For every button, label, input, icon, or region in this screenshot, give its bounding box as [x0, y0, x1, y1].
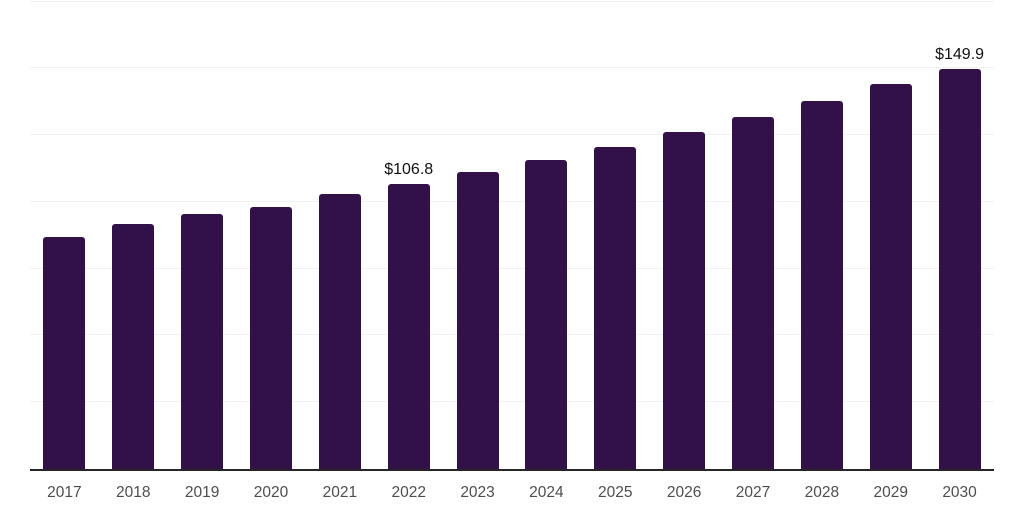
gridline [30, 334, 994, 336]
bar [938, 68, 981, 469]
x-tick-label: 2020 [253, 484, 289, 501]
x-axis-line [30, 469, 994, 471]
x-tick-label: 2027 [735, 484, 771, 501]
x-tick-label: 2030 [942, 484, 977, 501]
bar [456, 172, 499, 469]
bar [318, 194, 361, 469]
bar [525, 159, 568, 469]
value-label: $106.8 [384, 160, 434, 178]
x-tick-label: 2024 [529, 484, 564, 501]
bar [250, 206, 292, 469]
gridline [30, 200, 994, 202]
x-tick-label: 2021 [322, 484, 358, 501]
bar [732, 117, 774, 469]
bar [800, 100, 843, 469]
gridline [30, 134, 994, 136]
x-tick-label: 2029 [873, 484, 908, 501]
bar [663, 131, 706, 469]
x-tick-label: 2018 [116, 484, 151, 501]
bar [181, 214, 224, 469]
bar [112, 223, 155, 469]
x-tick-label: 2023 [460, 484, 495, 501]
gridline [30, 0, 994, 2]
x-tick-label: 2017 [47, 484, 82, 501]
bar [869, 84, 912, 469]
x-tick-label: 2022 [391, 484, 426, 501]
x-tick-label: 2028 [804, 484, 840, 501]
x-tick-label: 2026 [666, 484, 702, 501]
value-label: $149.9 [935, 45, 985, 63]
plot-area: $106.8 $149.9 [30, 0, 994, 469]
bar [43, 236, 86, 469]
gridline [30, 267, 994, 269]
gridline [30, 67, 994, 69]
x-tick-label: 2019 [184, 484, 220, 501]
bar [387, 183, 430, 469]
bar [594, 146, 637, 469]
x-tick-label: 2025 [598, 484, 633, 501]
gridline [30, 401, 994, 403]
